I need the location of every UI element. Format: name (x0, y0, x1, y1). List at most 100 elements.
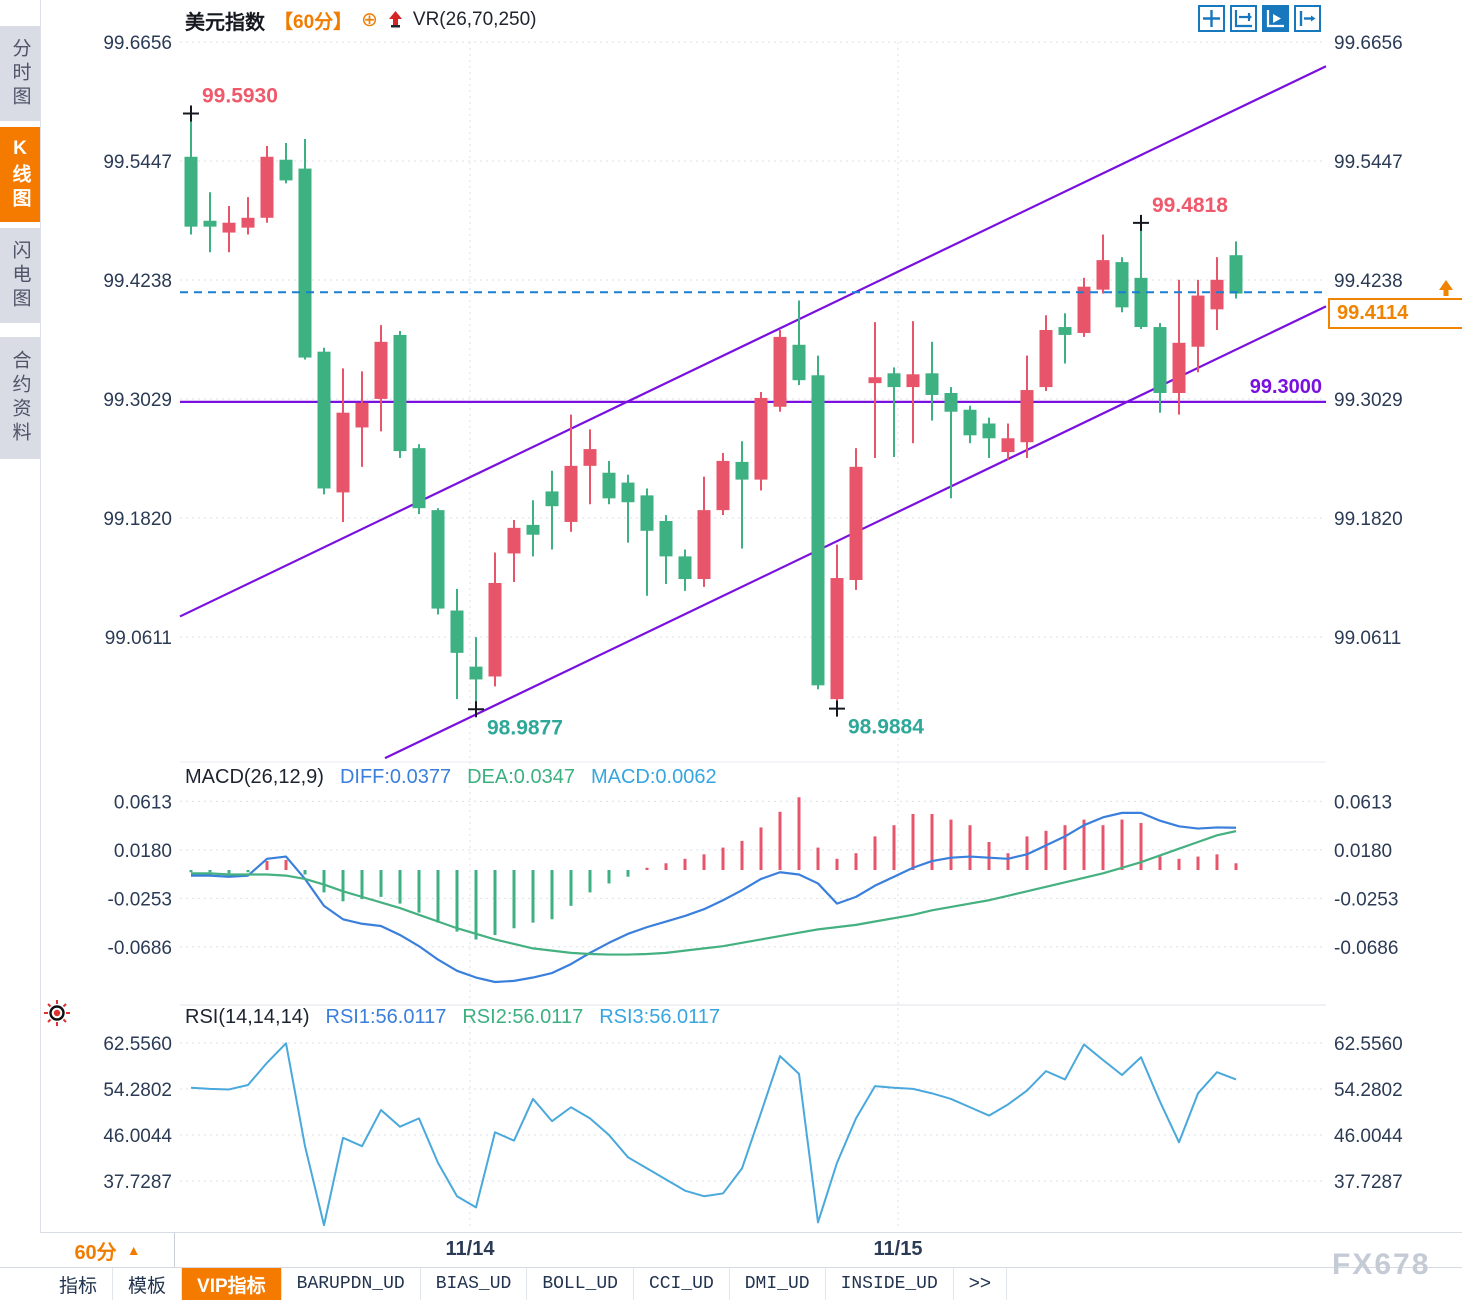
svg-text:98.9877: 98.9877 (487, 716, 563, 739)
svg-text:99.5447: 99.5447 (1334, 152, 1403, 173)
trendline-layer: 99.3000 (179, 65, 1327, 760)
tab-cci-ud[interactable]: CCI_UD (634, 1268, 730, 1300)
axis-labels-layer: 99.6656 99.6656 99.5447 99.5447 99.4238 99.42… (103, 33, 1403, 1193)
sidebar-item-label: K线图 (9, 137, 31, 212)
tab-label: VIP指标 (197, 1275, 266, 1297)
add-indicator-icon[interactable]: ⊕ (361, 9, 378, 31)
indicator-tab-bar: 指标 模板 VIP指标 BARUPDN_UD BIAS_UD BOLL_UD C… (0, 1267, 1462, 1300)
tab-templates[interactable]: 模板 (113, 1268, 183, 1300)
svg-text:0.0180: 0.0180 (1334, 841, 1392, 862)
svg-text:-0.0686: -0.0686 (108, 938, 172, 959)
live-indicator-icon (42, 998, 72, 1028)
svg-text:54.2802: 54.2802 (1334, 1080, 1403, 1101)
tab-boll-ud[interactable]: BOLL_UD (527, 1268, 634, 1300)
pan-icon[interactable] (1198, 5, 1225, 32)
instrument-title: 美元指数 (185, 11, 265, 34)
period-selector[interactable]: 60分 ▲ (41, 1233, 175, 1268)
macd-layer (189, 797, 1238, 984)
tab-label: BOLL_UD (542, 1274, 618, 1294)
auto-scale-icon[interactable] (1262, 5, 1289, 32)
svg-text:99.3029: 99.3029 (1334, 390, 1403, 411)
x-tick-date: 11/15 (873, 1238, 923, 1260)
macd-header: MACD(26,12,9) DIFF:0.0377 DEA:0.0347 MAC… (185, 766, 717, 789)
price-up-arrow-icon (1438, 280, 1454, 302)
x-axis-strip: 60分 ▲ 11/14 11/15 (40, 1232, 1462, 1268)
sidebar-item-timeline-chart[interactable]: 分时图 (0, 26, 40, 121)
svg-text:98.9884: 98.9884 (848, 716, 924, 739)
svg-text:0.0613: 0.0613 (114, 792, 172, 813)
svg-text:99.0611: 99.0611 (105, 628, 172, 649)
chart-title-bar: 美元指数 【60分】 ⊕ VR(26,70,250) (185, 6, 536, 34)
overlay-indicator-label[interactable]: VR(26,70,250) (412, 9, 537, 30)
tab-label: 指标 (59, 1275, 98, 1297)
x-tick-date: 11/14 (445, 1238, 495, 1260)
tab-label: INSIDE_UD (840, 1274, 938, 1294)
macd-dea-value: DEA:0.0347 (467, 766, 575, 788)
candles-layer (184, 113, 1243, 709)
svg-text:62.5560: 62.5560 (103, 1034, 172, 1055)
chevron-up-icon: ▲ (126, 1242, 141, 1258)
svg-text:99.6656: 99.6656 (103, 33, 172, 54)
svg-text:62.5560: 62.5560 (1334, 1034, 1403, 1055)
grid-layer (180, 41, 1326, 1230)
svg-text:99.6656: 99.6656 (1334, 33, 1403, 54)
current-price-box: 99.4114 (1328, 298, 1462, 329)
rsi1-value: RSI1:56.0117 (325, 1006, 447, 1028)
rsi-layer (190, 1042, 1237, 1227)
svg-text:54.2802: 54.2802 (103, 1080, 172, 1101)
svg-text:99.3029: 99.3029 (103, 390, 172, 411)
tab-label: DMI_UD (744, 1274, 810, 1294)
period-value: 60分 (74, 1241, 117, 1264)
macd-diff-value: DIFF:0.0377 (339, 766, 452, 788)
tab-label: 模板 (128, 1275, 167, 1297)
tab-label: BIAS_UD (435, 1274, 512, 1294)
sidebar: 分时图 K线图 闪电图 合约资料 (0, 0, 41, 1232)
period-label[interactable]: 【60分】 (274, 11, 353, 33)
svg-text:99.3000: 99.3000 (1250, 376, 1322, 398)
rsi2-value: RSI2:56.0117 (462, 1006, 584, 1028)
tab-more[interactable]: >> (954, 1268, 1007, 1300)
svg-text:99.4238: 99.4238 (103, 271, 172, 292)
tab-inside-ud[interactable]: INSIDE_UD (826, 1268, 954, 1300)
rsi-name[interactable]: RSI(14,14,14) (185, 1006, 310, 1028)
svg-text:99.1820: 99.1820 (103, 509, 172, 530)
svg-text:46.0044: 46.0044 (1334, 1126, 1403, 1147)
svg-text:46.0044: 46.0044 (103, 1126, 172, 1147)
tab-bias-ud[interactable]: BIAS_UD (421, 1268, 528, 1300)
svg-text:99.5447: 99.5447 (103, 152, 172, 173)
macd-macd-value: MACD:0.0062 (590, 766, 717, 788)
sidebar-item-kline-chart[interactable]: K线图 (0, 127, 40, 222)
sidebar-item-label: 分时图 (9, 37, 31, 110)
annotations-layer: 99.5930 99.4818 98.9877 98.9884 (183, 84, 1228, 739)
sidebar-item-label: 合约资料 (9, 350, 31, 446)
svg-text:0.0613: 0.0613 (1334, 792, 1392, 813)
svg-text:-0.0686: -0.0686 (1334, 938, 1398, 959)
svg-text:-0.0253: -0.0253 (1334, 889, 1398, 910)
chart-toolbar (1198, 5, 1321, 32)
tab-dmi-ud[interactable]: DMI_UD (730, 1268, 826, 1300)
svg-text:-0.0253: -0.0253 (108, 889, 172, 910)
svg-text:99.1820: 99.1820 (1334, 509, 1403, 530)
svg-text:99.5930: 99.5930 (202, 84, 278, 107)
svg-text:99.4818: 99.4818 (1152, 194, 1228, 217)
tab-vip-indicators[interactable]: VIP指标 (182, 1268, 282, 1300)
up-arrow-icon (387, 10, 404, 30)
rsi-header: RSI(14,14,14) RSI1:56.0117 RSI2:56.0117 … (185, 1006, 720, 1029)
sidebar-item-lightning-chart[interactable]: 闪电图 (0, 228, 40, 323)
jump-latest-icon[interactable] (1294, 5, 1321, 32)
svg-text:37.7287: 37.7287 (1334, 1172, 1403, 1193)
macd-name[interactable]: MACD(26,12,9) (185, 766, 324, 788)
tab-label: CCI_UD (648, 1274, 714, 1294)
svg-text:99.4238: 99.4238 (1334, 271, 1403, 292)
sidebar-item-contract-info[interactable]: 合约资料 (0, 337, 40, 459)
fit-range-icon[interactable] (1230, 5, 1257, 32)
tab-label: BARUPDN_UD (296, 1274, 405, 1294)
rsi3-value: RSI3:56.0117 (599, 1006, 721, 1028)
svg-text:37.7287: 37.7287 (103, 1172, 172, 1193)
tab-indicators[interactable]: 指标 (44, 1268, 114, 1300)
tab-barupdn-ud[interactable]: BARUPDN_UD (282, 1268, 421, 1300)
svg-text:99.0611: 99.0611 (1334, 628, 1401, 649)
sidebar-item-label: 闪电图 (9, 239, 31, 312)
